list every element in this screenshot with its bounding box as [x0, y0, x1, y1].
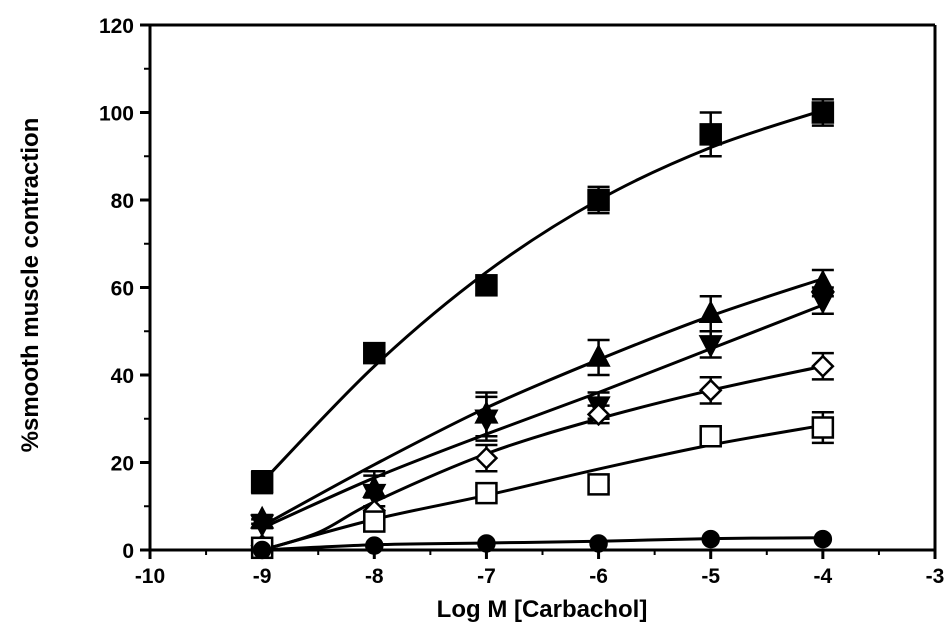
y-tick-label: 0 [122, 540, 134, 563]
data-point-marker [810, 291, 835, 315]
data-point-marker [474, 409, 499, 433]
y-tick-label: 40 [111, 365, 134, 388]
data-point-marker [477, 534, 496, 553]
x-tick-label: -3 [926, 565, 945, 588]
data-point-marker [586, 343, 611, 367]
x-tick-label: -9 [253, 565, 272, 588]
data-point-marker [363, 510, 386, 533]
data-markers [250, 98, 835, 560]
data-point-marker [252, 540, 272, 560]
y-tick-label: 100 [99, 103, 134, 126]
series-3 [250, 286, 835, 538]
data-point-marker [589, 534, 608, 553]
x-tick-label: -4 [814, 565, 833, 588]
x-tick-label: -10 [135, 565, 165, 588]
data-point-marker [811, 354, 835, 379]
data-point-marker [363, 341, 386, 365]
fit-curve-1 [261, 108, 824, 484]
x-tick-label: -6 [589, 565, 608, 588]
data-point-marker [813, 529, 833, 549]
y-tick-label: 60 [111, 278, 134, 301]
data-point-marker [362, 483, 387, 507]
x-tick-label: -8 [365, 565, 384, 588]
data-point-marker [365, 536, 384, 555]
y-tick-label: 20 [111, 453, 134, 476]
data-point-marker [698, 378, 723, 403]
data-point-marker [475, 274, 498, 297]
x-tick-label: -7 [477, 565, 496, 588]
y-tick-label: 80 [111, 190, 134, 213]
data-point-marker [701, 529, 720, 549]
data-point-marker [587, 188, 610, 212]
series-1 [250, 98, 835, 495]
data-point-marker [811, 416, 835, 439]
series-2 [250, 268, 835, 529]
data-point-marker [811, 101, 835, 124]
data-point-marker [250, 514, 275, 538]
data-point-marker [586, 402, 611, 427]
data-point-marker [699, 425, 722, 448]
tick-labels: -10 -9 -8 -7 -6 -5 -4 -3 0 20 40 60 80 100 120 [99, 15, 944, 588]
fit-curve-3 [261, 303, 824, 530]
data-point-marker [250, 470, 274, 494]
data-point-marker [474, 446, 499, 470]
fit-curve-6 [262, 536, 823, 552]
series-6 [252, 529, 833, 560]
data-point-marker [698, 335, 723, 359]
data-point-marker [587, 473, 610, 496]
x-tick-label: -5 [701, 565, 720, 588]
fit-curve-2 [261, 277, 824, 528]
y-axis-title: %smooth muscle contraction [17, 118, 44, 453]
fit-curve-5 [261, 423, 824, 552]
x-axis-title: Log M [Carbachol] [437, 596, 648, 623]
fit-curves [261, 108, 824, 552]
y-tick-label: 120 [99, 15, 134, 38]
data-point-marker [698, 300, 723, 323]
data-point-marker [475, 481, 498, 505]
data-point-marker [699, 123, 722, 146]
